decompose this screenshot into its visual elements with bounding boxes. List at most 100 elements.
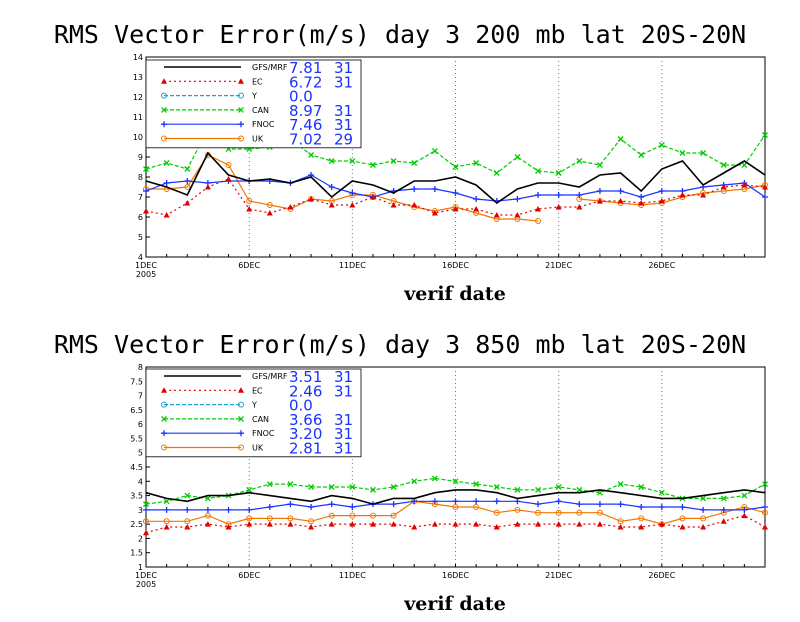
data-point-can <box>370 162 376 168</box>
data-point-fnoc <box>328 184 335 190</box>
legend-value: 0.0 <box>289 397 313 415</box>
data-point-ec <box>369 194 376 200</box>
data-point-ec <box>308 524 315 530</box>
data-point-uk <box>349 512 356 519</box>
legend-marker <box>161 78 167 84</box>
data-point-can <box>638 152 645 158</box>
data-point-fnoc <box>473 196 480 202</box>
legend-marker <box>238 92 244 99</box>
data-point-can <box>555 484 562 490</box>
data-point-can <box>596 162 603 168</box>
data-point-uk <box>308 518 315 525</box>
data-point-ec <box>514 521 521 527</box>
legend-marker <box>238 135 244 142</box>
legend-label: Y <box>251 401 257 410</box>
data-point-ec <box>143 529 149 536</box>
legend-marker <box>238 401 244 408</box>
chart-title: RMS Vector Error(m/s) day 3 200 mb lat 2… <box>54 20 746 49</box>
data-point-ec <box>143 208 149 214</box>
data-point-uk <box>535 218 542 224</box>
data-point-ec <box>700 192 707 198</box>
data-point-ec <box>617 524 624 530</box>
data-point-ec <box>700 524 707 530</box>
data-point-can <box>576 158 583 164</box>
data-point-ec <box>390 202 397 208</box>
data-point-ec <box>741 512 748 519</box>
legend-value: 3.51 <box>289 368 322 386</box>
legend-value: 2.81 <box>289 440 322 458</box>
chart-panel-2: RMS Vector Error(m/s) day 3 850 mb lat 2… <box>54 330 768 615</box>
data-point-fnoc <box>535 501 542 508</box>
data-point-fnoc <box>762 504 768 510</box>
data-point-fnoc <box>163 180 170 186</box>
data-point-ec <box>225 524 232 530</box>
data-point-can <box>184 166 191 172</box>
data-point-can <box>308 484 315 490</box>
data-point-fnoc <box>576 192 583 198</box>
data-point-can <box>163 160 170 166</box>
legend-value: 7.81 <box>289 59 322 77</box>
data-point-can <box>741 162 748 168</box>
data-point-uk <box>287 515 294 522</box>
x-tick-label: 21DEC <box>545 571 572 580</box>
x-tick-label: 1DEC <box>135 261 157 270</box>
y-tick-label: 3.5 <box>130 492 143 501</box>
data-point-ec <box>762 524 768 530</box>
data-point-fnoc <box>452 498 459 505</box>
legend-count: 31 <box>334 425 353 443</box>
legend-value: 8.97 <box>289 102 322 120</box>
legend-marker <box>161 92 167 99</box>
data-point-ec <box>555 204 562 210</box>
data-point-fnoc <box>555 192 562 198</box>
data-point-uk <box>328 512 335 519</box>
data-point-uk <box>555 509 562 516</box>
data-point-uk <box>246 198 253 204</box>
data-point-ec <box>411 202 418 208</box>
data-point-fnoc <box>473 498 480 505</box>
data-point-can <box>287 481 294 488</box>
data-point-can <box>431 475 438 482</box>
legend-marker <box>238 121 244 128</box>
data-point-fnoc <box>184 506 191 513</box>
data-point-fnoc <box>349 504 356 510</box>
legend-label: CAN <box>252 415 269 424</box>
data-point-fnoc <box>741 506 748 513</box>
legend-label: EC <box>252 77 263 86</box>
legend-label: GFS/MRF <box>252 63 288 72</box>
data-point-uk <box>762 509 768 516</box>
data-point-ec <box>204 521 211 527</box>
legend-value: 7.46 <box>289 116 322 134</box>
y-tick-label: 9 <box>138 153 143 162</box>
data-point-ec <box>246 521 253 527</box>
data-point-uk <box>246 515 253 522</box>
data-point-ec <box>473 206 480 212</box>
data-point-can <box>658 489 665 496</box>
data-point-can <box>390 158 397 164</box>
data-point-uk <box>493 509 500 516</box>
data-point-can <box>700 150 707 156</box>
data-point-ec <box>638 200 645 206</box>
data-point-uk <box>266 515 273 522</box>
x-tick-label: 1DEC <box>135 571 157 580</box>
data-point-ec <box>266 210 273 216</box>
legend-marker <box>238 430 244 437</box>
legend-marker <box>238 106 244 113</box>
legend-count: 31 <box>334 382 353 400</box>
data-point-fnoc <box>576 501 583 508</box>
legend-count: 31 <box>334 368 353 386</box>
series-line-gfs-mrf <box>145 151 766 205</box>
data-point-ec <box>204 184 211 190</box>
y-tick-label: 8 <box>138 363 143 372</box>
data-point-ec <box>679 192 686 198</box>
data-point-uk <box>576 509 583 516</box>
legend: GFS/MRF 7.81 31 EC 6.72 31 Y 0.0 CAN 8.97 31 FNOC 7.… <box>145 59 362 149</box>
y-tick-label: 5 <box>138 233 143 242</box>
data-point-ec <box>349 202 356 208</box>
data-point-fnoc <box>658 504 665 510</box>
data-point-can <box>349 484 356 490</box>
data-point-can <box>535 486 541 493</box>
data-point-ec <box>596 198 603 204</box>
data-point-can <box>762 132 768 138</box>
y-tick-label: 1 <box>138 563 143 572</box>
